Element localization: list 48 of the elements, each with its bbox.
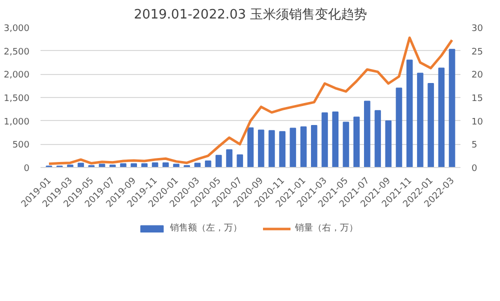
- y2-tick-label: 10: [472, 117, 484, 128]
- y2-tick-label: 15: [472, 94, 483, 104]
- y2-tick-label: 30: [472, 24, 484, 34]
- bar: [290, 128, 296, 168]
- bar: [374, 110, 381, 168]
- y-tick-label: 1,500: [4, 94, 30, 104]
- bar: [268, 130, 275, 168]
- bar: [226, 149, 232, 168]
- bar: [310, 125, 318, 168]
- bar: [322, 112, 328, 168]
- bar: [258, 130, 264, 168]
- bar: [300, 126, 307, 168]
- y-tick-label: 500: [12, 140, 30, 151]
- bar: [67, 164, 74, 168]
- bar: [417, 72, 424, 168]
- bar: [364, 100, 370, 168]
- legend-label: 销售额（左，万）: [170, 222, 242, 234]
- y2-tick-label: 25: [472, 47, 483, 58]
- bar: [385, 120, 392, 168]
- bar: [353, 116, 360, 168]
- y-tick-label: 2,500: [4, 47, 30, 58]
- y-tick-label: 3,000: [4, 24, 30, 34]
- bar: [98, 164, 106, 168]
- y-tick-label: 0: [24, 164, 30, 174]
- chart-title: 2019.01-2022.03 玉米须销售变化趋势: [134, 8, 368, 22]
- bar: [78, 162, 84, 168]
- legend-label: 销量（右，万）: [295, 222, 358, 234]
- y-tick-label: 1,000: [4, 117, 30, 128]
- bar: [428, 83, 434, 168]
- bar: [342, 122, 350, 168]
- y2-tick-label: 5: [472, 140, 478, 151]
- y2-tick-label: 0: [472, 164, 478, 174]
- y-tick-label: 2,000: [4, 70, 30, 81]
- bar: [396, 88, 402, 168]
- bar: [109, 164, 116, 168]
- bar: [448, 48, 456, 168]
- bar: [204, 160, 212, 168]
- bar: [173, 164, 180, 168]
- line-series: [48, 36, 454, 166]
- bar: [216, 154, 222, 168]
- bar: [236, 154, 244, 168]
- bar: [162, 162, 169, 168]
- bar: [438, 68, 445, 168]
- bar: [247, 127, 254, 168]
- bar: [406, 60, 413, 168]
- bar: [332, 111, 338, 168]
- bar: [279, 131, 286, 168]
- y2-tick-label: 20: [472, 70, 484, 81]
